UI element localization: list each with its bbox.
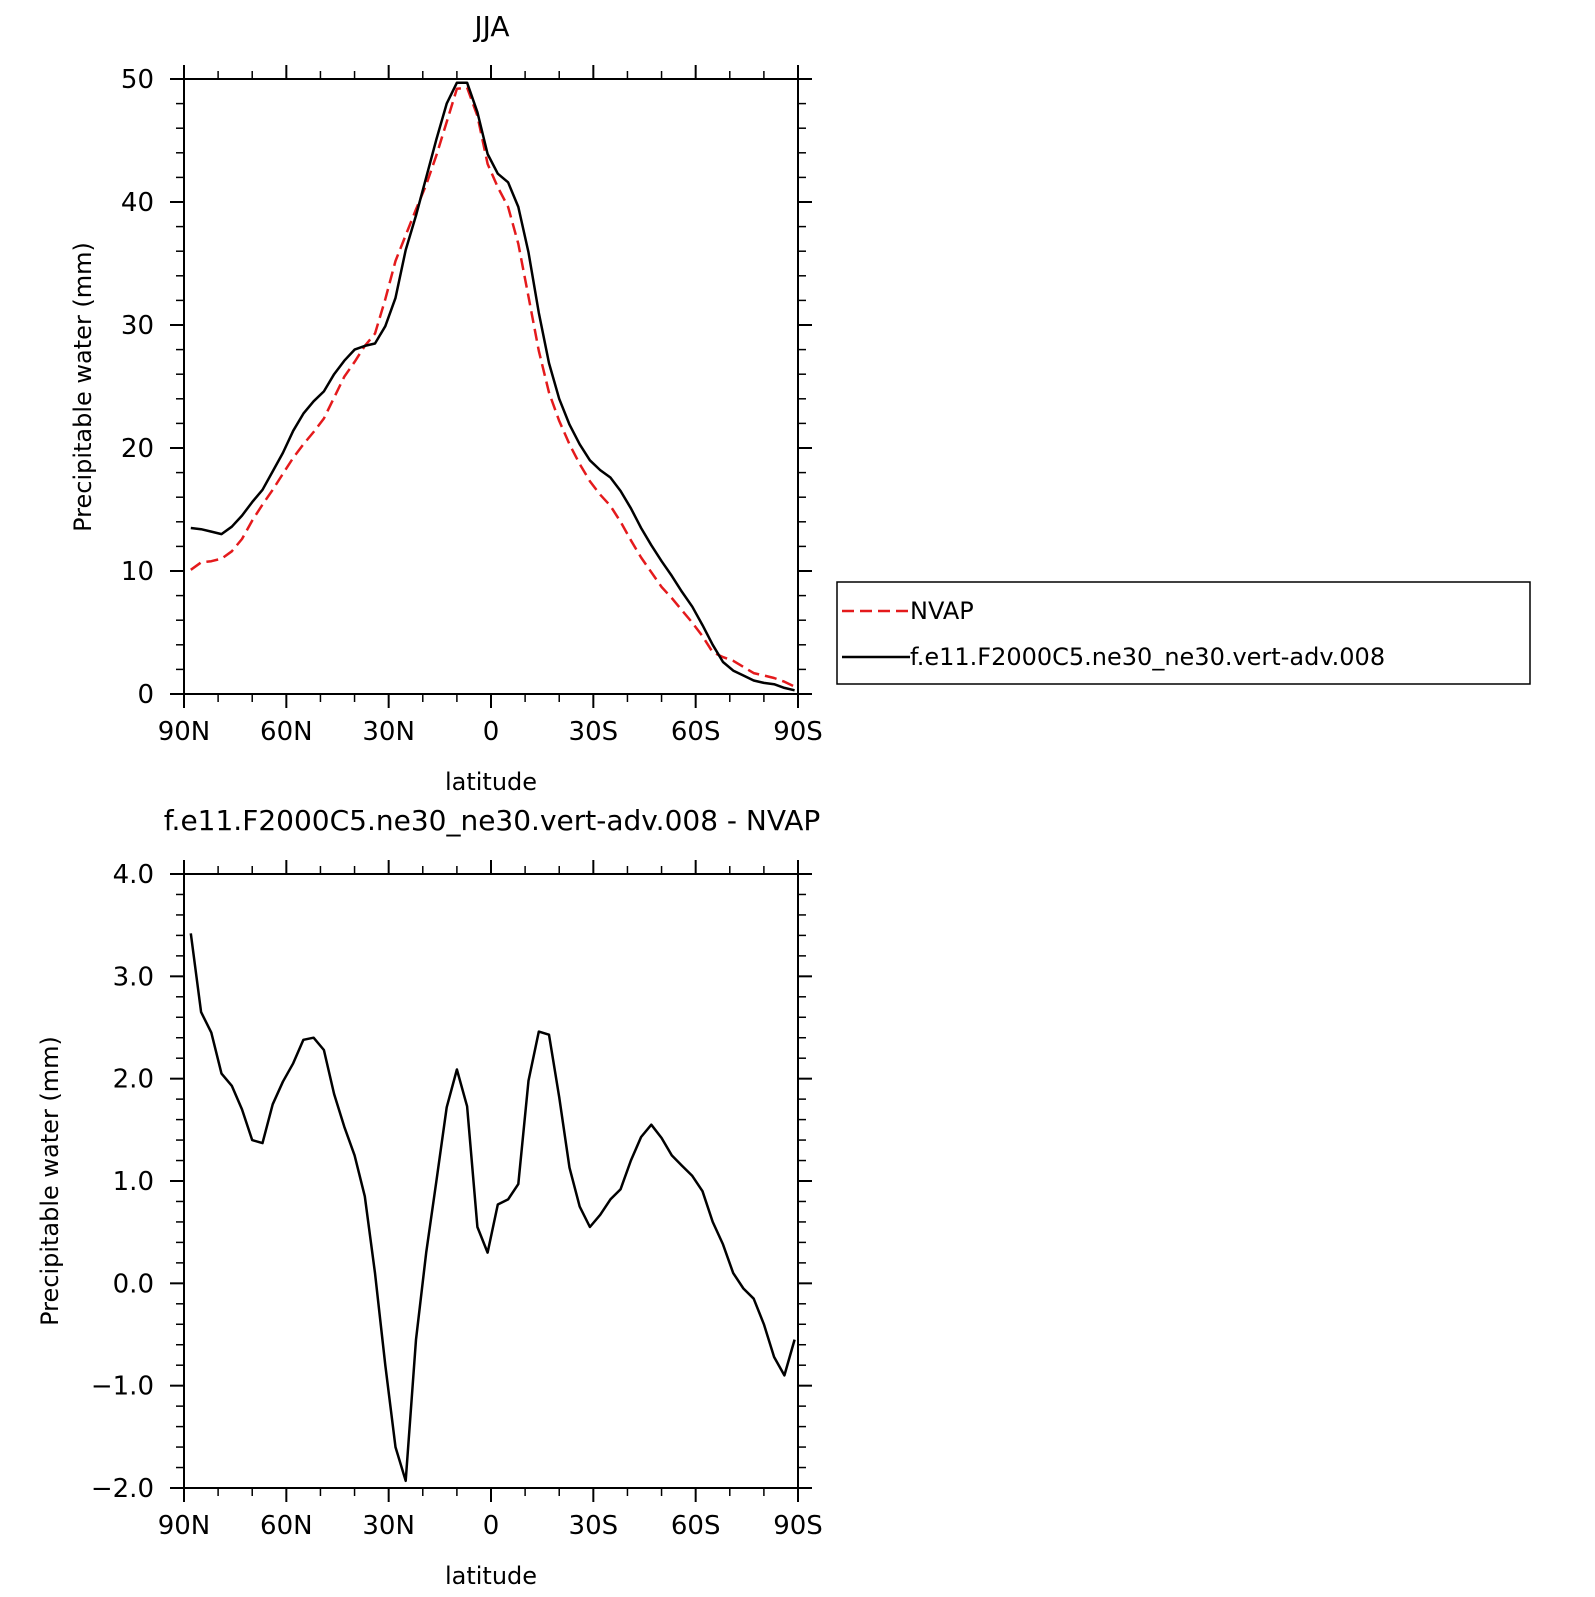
bottom-y-tick-label: 1.0 xyxy=(113,1167,154,1197)
bottom-axis-ticks xyxy=(170,860,812,1502)
top-y-tick-label: 0 xyxy=(137,680,154,710)
bottom-x-tick-label: 30S xyxy=(569,1511,619,1541)
legend-label-model: f.e11.F2000C5.ne30_ne30.vert-adv.008 xyxy=(910,643,1385,671)
bottom-y-tick-label: 2.0 xyxy=(113,1065,154,1095)
top-series-line-0 xyxy=(190,86,796,688)
legend: NVAP f.e11.F2000C5.ne30_ne30.vert-adv.00… xyxy=(836,581,1531,685)
bottom-x-tick-label: 30N xyxy=(362,1511,415,1541)
bottom-y-tick-label: 3.0 xyxy=(113,962,154,992)
top-x-tick-label: 30N xyxy=(362,717,415,747)
bottom-x-tick-label: 90S xyxy=(773,1511,823,1541)
top-series-line-1 xyxy=(190,81,795,692)
bottom-series-lines xyxy=(189,933,796,1483)
bottom-y-tick-label: 0.0 xyxy=(113,1269,154,1299)
legend-box xyxy=(836,581,1531,685)
bottom-y-axis-label: Precipitable water (mm) xyxy=(36,1036,64,1326)
top-series-lines xyxy=(190,81,796,692)
legend-label-nvap: NVAP xyxy=(910,597,974,625)
top-y-tick-label: 50 xyxy=(121,65,154,95)
top-x-tick-label: 60N xyxy=(260,717,313,747)
bottom-panel: f.e11.F2000C5.ne30_ne30.vert-adv.008 - N… xyxy=(36,804,823,1590)
bottom-y-tick-label: 4.0 xyxy=(113,860,154,890)
top-x-tick-label: 0 xyxy=(483,717,500,747)
top-x-axis-label: latitude xyxy=(445,768,537,796)
top-y-tick-label: 30 xyxy=(121,311,154,341)
top-tick-labels: 90N 60N 30N 0 30S 60S 90S 0 10 20 30 40 50 xyxy=(121,65,823,747)
bottom-x-tick-label: 60N xyxy=(260,1511,313,1541)
top-x-tick-label: 90N xyxy=(158,717,211,747)
bottom-tick-labels: 90N 60N 30N 0 30S 60S 90S −2.0 −1.0 0.0 1.0 2.0 3.0 4… xyxy=(91,860,823,1541)
bottom-chart-title: f.e11.F2000C5.ne30_ne30.vert-adv.008 - N… xyxy=(164,804,821,837)
top-y-tick-label: 20 xyxy=(121,434,154,464)
bottom-y-tick-label: −1.0 xyxy=(91,1372,154,1402)
top-y-axis-label: Precipitable water (mm) xyxy=(69,242,97,532)
bottom-x-axis-label: latitude xyxy=(445,1562,537,1590)
top-plot-frame xyxy=(183,78,799,695)
top-y-tick-label: 40 xyxy=(121,188,154,218)
bottom-series-line-0 xyxy=(189,933,796,1483)
top-x-tick-label: 90S xyxy=(773,717,823,747)
bottom-y-tick-label: −2.0 xyxy=(91,1474,154,1504)
top-x-tick-label: 30S xyxy=(569,717,619,747)
top-panel: JJA 90N 60N 30N 0 30S 60S 90S 0 10 20 30 40 50 latit… xyxy=(69,10,1531,796)
top-y-tick-label: 10 xyxy=(121,557,154,587)
bottom-x-tick-label: 90N xyxy=(158,1511,211,1541)
top-axis-ticks xyxy=(170,65,812,708)
bottom-x-tick-label: 0 xyxy=(483,1511,500,1541)
bottom-x-tick-label: 60S xyxy=(671,1511,721,1541)
top-chart-title: JJA xyxy=(472,10,509,43)
bottom-plot-frame xyxy=(183,873,799,1489)
top-x-tick-label: 60S xyxy=(671,717,721,747)
